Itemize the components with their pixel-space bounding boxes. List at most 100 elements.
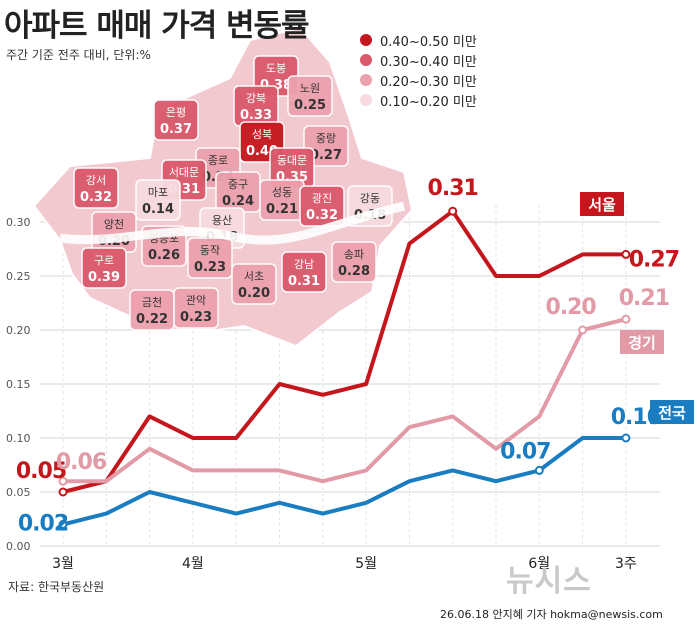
chart-title: 아파트 매매 가격 변동률 xyxy=(4,8,310,44)
district-value: 0.23 xyxy=(194,260,226,275)
y-tick-label: 0.25 xyxy=(6,270,31,283)
legend-item: 0.10~0.20 미만 xyxy=(360,90,477,110)
district-value: 0.31 xyxy=(288,274,320,289)
legend-swatch xyxy=(360,94,372,106)
series-경기 xyxy=(58,314,631,486)
district-name: 강동 xyxy=(360,192,380,205)
x-tick-label: 5월 xyxy=(355,556,377,572)
data-point xyxy=(448,206,458,216)
series-line xyxy=(62,436,626,527)
district-area xyxy=(153,99,199,141)
district-금천: 금천 0.22 xyxy=(129,289,175,331)
district-value: 0.25 xyxy=(294,98,326,113)
legend-swatch xyxy=(360,34,372,46)
legend-label: 0.40~0.50 미만 xyxy=(380,34,477,50)
district-name: 구로 xyxy=(94,254,114,267)
district-value: 0.21 xyxy=(266,202,298,217)
legend-label: 0.30~0.40 미만 xyxy=(380,54,477,70)
district-name: 금천 xyxy=(142,295,162,309)
chart-subtitle: 주간 기준 전주 대비, 단위:% xyxy=(6,48,151,62)
district-area xyxy=(187,237,233,279)
data-label: 0.07 xyxy=(500,439,550,464)
district-중구: 중구 0.24 xyxy=(215,171,261,213)
data-point xyxy=(621,433,631,443)
district-area xyxy=(303,125,349,167)
watermark-logo: 뉴시스 xyxy=(506,564,592,599)
legend-item: 0.20~0.30 미만 xyxy=(360,70,477,90)
legend-label: 0.10~0.20 미만 xyxy=(380,94,477,110)
district-name: 중구 xyxy=(228,178,248,191)
data-point xyxy=(58,487,68,497)
district-value: 0.32 xyxy=(306,208,338,223)
legend-swatch xyxy=(360,54,372,66)
district-value: 0.22 xyxy=(136,312,168,327)
han-river xyxy=(59,201,406,245)
district-name: 용산 xyxy=(212,214,232,227)
legend-label: 0.20~0.30 미만 xyxy=(380,74,477,90)
district-value: 0.39 xyxy=(88,270,120,285)
x-tick-label: 3주 xyxy=(615,556,637,572)
district-동작: 동작 0.23 xyxy=(187,237,233,279)
x-tick-label: 4월 xyxy=(182,556,204,572)
district-송파: 송파 0.28 xyxy=(331,241,377,283)
series-name-box xyxy=(620,330,664,354)
district-name: 송파 xyxy=(344,248,364,261)
district-value: 0.32 xyxy=(80,190,112,205)
district-name: 동대문 xyxy=(277,154,307,167)
district-name: 양천 xyxy=(104,217,124,231)
data-labels: 0.050.310.270.060.20 0.210.020.070.10 xyxy=(16,176,680,536)
y-tick-label: 0.30 xyxy=(6,216,31,229)
district-area xyxy=(281,251,327,293)
district-area xyxy=(231,263,277,305)
district-name: 서초 xyxy=(244,270,264,283)
district-은평: 은평 0.37 xyxy=(153,99,199,141)
district-name: 도봉 xyxy=(266,62,286,75)
district-area xyxy=(287,75,333,117)
district-value: 0.26 xyxy=(148,248,180,263)
district-구로: 구로 0.39 xyxy=(81,247,127,289)
series-line xyxy=(62,209,626,494)
district-area xyxy=(135,179,181,221)
series-line xyxy=(63,317,627,484)
district-area xyxy=(73,167,119,209)
byline: 26.06.18 안지혜 기자 hokma@newsis.com xyxy=(440,608,663,621)
series-layer xyxy=(58,206,631,529)
data-label: 0.31 xyxy=(428,176,478,201)
series-전국 xyxy=(58,433,631,529)
district-value: 0.20 xyxy=(238,286,270,301)
district-name: 은평 xyxy=(166,106,186,119)
district-area xyxy=(173,287,219,329)
district-area xyxy=(81,247,127,289)
district-value: 0.14 xyxy=(142,202,174,217)
district-name: 마포 xyxy=(148,186,168,199)
y-tick-label: 0.20 xyxy=(6,324,31,337)
data-label: 0.05 xyxy=(16,459,66,484)
series-name-label: 전국 xyxy=(658,404,686,422)
district-value: 0.33 xyxy=(240,108,272,123)
district-광진: 광진 0.32 xyxy=(299,185,345,227)
district-name: 서대문 xyxy=(169,166,199,179)
series-서울 xyxy=(58,206,631,497)
district-name: 관악 xyxy=(186,294,206,307)
data-point xyxy=(58,476,68,486)
data-point xyxy=(621,314,631,324)
series-name-box xyxy=(650,400,694,424)
district-name: 노원 xyxy=(300,82,320,95)
y-tick-label: 0.15 xyxy=(6,378,31,391)
y-tick-label: 0.00 xyxy=(6,540,31,553)
district-name: 강남 xyxy=(294,258,314,271)
data-point xyxy=(58,519,68,529)
district-area xyxy=(331,241,377,283)
district-name: 종로 xyxy=(208,154,228,167)
x-tick-label: 3월 xyxy=(52,556,74,572)
district-name: 성북 xyxy=(252,128,272,141)
district-value: 0.37 xyxy=(160,122,192,137)
district-서초: 서초 0.20 xyxy=(231,263,277,305)
district-name: 중랑 xyxy=(316,132,336,145)
district-노원: 노원 0.25 xyxy=(287,75,333,117)
y-tick-label: 0.05 xyxy=(6,486,31,499)
district-관악: 관악 0.23 xyxy=(173,287,219,329)
district-name: 동작 xyxy=(200,244,220,257)
series-name-box xyxy=(580,192,624,216)
